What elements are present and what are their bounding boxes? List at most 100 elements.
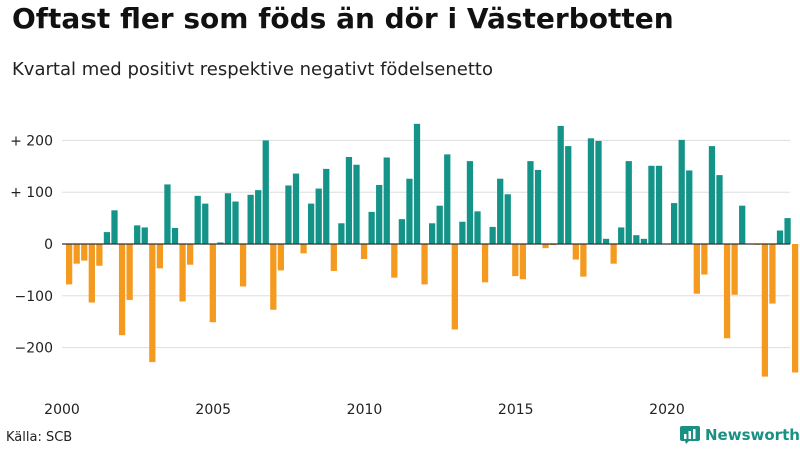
- x-tick-label: 2010: [347, 402, 383, 418]
- bar: [444, 154, 451, 244]
- bar: [784, 218, 791, 244]
- bar: [141, 227, 148, 244]
- bar-chart: + 200 + 100 0 −100 −200 2000 2005 2010 2015 2020: [10, 123, 799, 418]
- bar: [451, 244, 458, 330]
- bar: [224, 193, 232, 244]
- bar: [376, 184, 383, 244]
- x-tick-label: 2005: [195, 402, 231, 418]
- bar: [262, 140, 269, 244]
- bar: [126, 244, 133, 300]
- bar: [466, 161, 474, 244]
- bar: [330, 244, 337, 271]
- y-axis-labels: + 200 + 100 0 −100 −200: [10, 133, 53, 356]
- bar: [247, 194, 254, 244]
- bar: [202, 203, 209, 244]
- bar: [776, 230, 784, 244]
- chart-title: Oftast fler som föds än dör i Västerbott…: [12, 2, 674, 35]
- bar: [701, 244, 708, 275]
- bar: [134, 225, 141, 244]
- bar: [587, 138, 595, 244]
- bar: [739, 205, 746, 244]
- bar: [429, 223, 436, 244]
- bar: [693, 244, 700, 294]
- bar: [640, 238, 648, 244]
- bar: [232, 201, 239, 244]
- bar: [421, 244, 428, 285]
- bar: [292, 173, 300, 244]
- bar: [149, 244, 156, 363]
- bar: [580, 244, 587, 277]
- bar: [398, 219, 406, 244]
- bar: [534, 169, 542, 244]
- bar: [618, 227, 625, 244]
- bar: [270, 244, 277, 310]
- bar: [96, 244, 103, 266]
- bar: [459, 221, 466, 244]
- bar: [474, 211, 481, 244]
- bar: [527, 161, 534, 244]
- bars: [66, 123, 799, 377]
- y-tick-label: −200: [15, 341, 53, 357]
- bar: [557, 125, 564, 244]
- bar: [171, 227, 179, 244]
- bar: [323, 168, 330, 244]
- bar: [308, 203, 315, 244]
- bar: [481, 244, 489, 283]
- bar: [353, 164, 360, 244]
- bar: [678, 139, 685, 244]
- x-tick-label: 2020: [649, 402, 685, 418]
- bar: [723, 244, 731, 339]
- bar: [88, 244, 95, 303]
- bar: [118, 244, 126, 336]
- bar: [66, 244, 73, 285]
- bar: [565, 146, 572, 244]
- bar: [602, 238, 610, 244]
- bar: [489, 226, 496, 244]
- bar: [504, 194, 511, 244]
- bar: [187, 244, 194, 265]
- brand-name: Newsworthy: [705, 426, 800, 444]
- bar: [209, 244, 216, 323]
- bar: [111, 210, 118, 244]
- bar: [708, 146, 716, 244]
- bar: [497, 178, 504, 244]
- y-tick-label: −100: [15, 289, 53, 305]
- bar: [512, 244, 519, 277]
- bar: [519, 244, 527, 280]
- bar: [383, 157, 390, 244]
- bar: [610, 244, 617, 264]
- x-tick-label: 2015: [498, 402, 534, 418]
- bar: [285, 185, 292, 244]
- bar: [572, 244, 579, 260]
- chart-subtitle: Kvartal med positivt respektive negativt…: [12, 59, 493, 80]
- bar: [164, 184, 171, 244]
- bar: [792, 244, 799, 373]
- bar: [655, 165, 663, 244]
- source-note: Källa: SCB: [6, 430, 73, 445]
- bar: [194, 195, 201, 244]
- bar: [391, 244, 398, 278]
- bar: [542, 244, 549, 249]
- bar: [217, 242, 224, 244]
- bar: [648, 165, 655, 244]
- bar: [769, 244, 776, 304]
- bar: [103, 232, 111, 244]
- bar: [633, 235, 640, 244]
- bar: [73, 244, 80, 264]
- bar: [300, 244, 307, 254]
- bar: [368, 211, 375, 244]
- brand-logo: Newsworthy: [680, 426, 800, 444]
- bar: [239, 244, 247, 287]
- bar: [179, 244, 186, 302]
- bar: [277, 244, 285, 271]
- bar: [671, 203, 678, 244]
- bar: [81, 244, 88, 261]
- bar: [156, 244, 164, 269]
- bar: [625, 161, 632, 244]
- bar: [716, 175, 723, 244]
- bar: [345, 156, 353, 244]
- bar: [436, 205, 443, 244]
- y-tick-label: + 100: [10, 185, 53, 201]
- bar: [360, 244, 368, 260]
- x-tick-label: 2000: [44, 402, 80, 418]
